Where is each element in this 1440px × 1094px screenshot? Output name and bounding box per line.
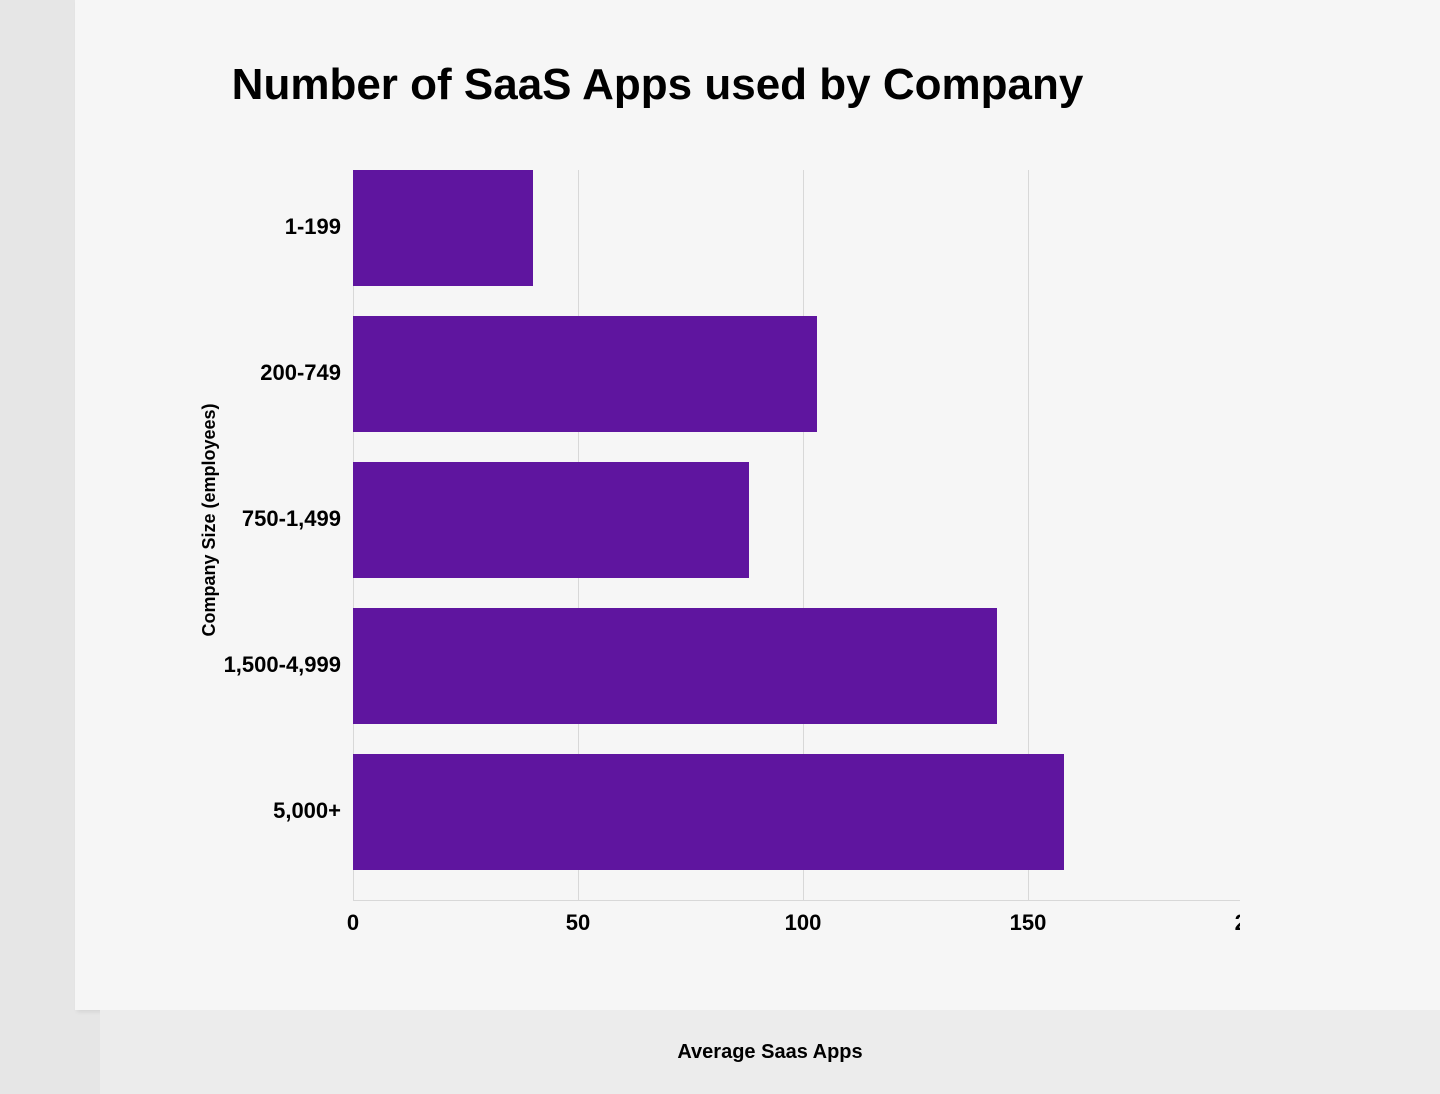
plot-area: 0501001502001-199200-749750-1,4991,500-4… (353, 170, 1253, 900)
outer-left-strip (0, 0, 75, 1094)
bar-row (353, 462, 749, 578)
bar (353, 608, 997, 724)
x-axis-line (353, 900, 1253, 901)
bar (353, 462, 749, 578)
chart-panel: Number of SaaS Apps used by Company Comp… (75, 0, 1240, 1010)
category-label: 1,500-4,999 (224, 652, 341, 678)
bar-row (353, 754, 1064, 870)
bar (353, 754, 1064, 870)
category-label: 200-749 (260, 360, 341, 386)
x-tick-label: 50 (566, 910, 590, 936)
category-label: 1-199 (285, 214, 341, 240)
bar-row (353, 170, 533, 286)
bar-row (353, 608, 997, 724)
bottom-strip: Average Saas Apps (100, 1010, 1440, 1094)
category-label: 5,000+ (273, 798, 341, 824)
x-axis-label: Average Saas Apps (677, 1041, 862, 1064)
x-tick-label: 150 (1010, 910, 1047, 936)
y-axis-label: Company Size (employees) (199, 403, 220, 636)
category-label: 750-1,499 (242, 506, 341, 532)
bar-row (353, 316, 817, 432)
x-tick-label: 0 (347, 910, 359, 936)
bar (353, 316, 817, 432)
chart-title: Number of SaaS Apps used by Company (75, 60, 1240, 110)
x-tick-label: 100 (785, 910, 822, 936)
bar (353, 170, 533, 286)
right-strip (1240, 0, 1440, 1010)
